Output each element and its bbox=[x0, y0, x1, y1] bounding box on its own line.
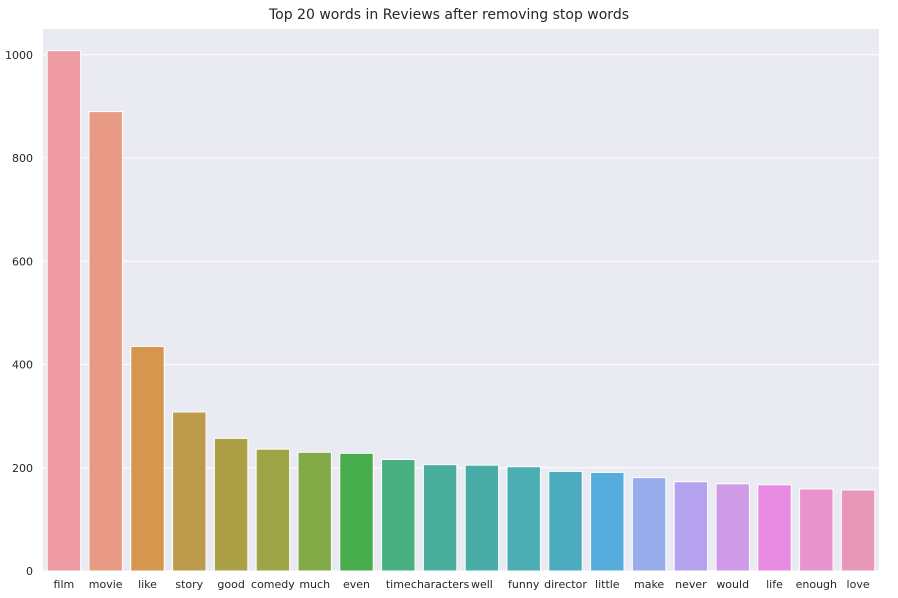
x-tick-label: well bbox=[471, 578, 493, 591]
x-tick-label: film bbox=[54, 578, 75, 591]
y-tick-label: 400 bbox=[12, 359, 33, 372]
bar bbox=[506, 466, 541, 572]
x-tick-label: like bbox=[138, 578, 157, 591]
bar bbox=[172, 411, 207, 572]
x-tick-label: characters bbox=[411, 578, 470, 591]
x-tick-label: good bbox=[217, 578, 244, 591]
bar bbox=[88, 111, 123, 572]
bar bbox=[464, 464, 500, 572]
y-tick-label: 800 bbox=[12, 152, 33, 165]
bar bbox=[715, 483, 750, 572]
x-tick-label: comedy bbox=[251, 578, 295, 591]
bar bbox=[799, 488, 834, 572]
x-tick-label: director bbox=[544, 578, 587, 591]
y-tick-label: 600 bbox=[12, 255, 33, 268]
bar bbox=[213, 437, 249, 572]
x-tick-label: little bbox=[595, 578, 620, 591]
bar bbox=[381, 459, 416, 572]
x-tick-label: funny bbox=[508, 578, 540, 591]
y-tick-label: 0 bbox=[26, 565, 33, 578]
x-tick-label: movie bbox=[89, 578, 123, 591]
bar bbox=[339, 452, 374, 572]
x-tick-label: enough bbox=[796, 578, 837, 591]
x-tick-label: love bbox=[847, 578, 870, 591]
bar bbox=[548, 470, 583, 572]
bar bbox=[46, 50, 82, 572]
bar bbox=[130, 345, 165, 572]
x-tick-label: time bbox=[386, 578, 411, 591]
bar bbox=[673, 481, 709, 572]
y-tick-label: 200 bbox=[12, 462, 33, 475]
x-tick-label: would bbox=[716, 578, 749, 591]
x-tick-label: even bbox=[343, 578, 370, 591]
bar bbox=[840, 489, 876, 572]
y-tick-label: 1000 bbox=[5, 49, 33, 62]
chart-title: Top 20 words in Reviews after removing s… bbox=[268, 7, 629, 23]
bar bbox=[297, 451, 332, 572]
x-tick-label: never bbox=[675, 578, 707, 591]
bar bbox=[631, 477, 667, 572]
x-tick-label: make bbox=[634, 578, 664, 591]
x-tick-label: much bbox=[299, 578, 330, 591]
plot-area bbox=[43, 29, 879, 571]
bar bbox=[590, 471, 625, 572]
x-tick-label: life bbox=[766, 578, 783, 591]
x-tick-label: story bbox=[175, 578, 203, 591]
bar bbox=[255, 448, 291, 572]
bar bbox=[422, 464, 458, 572]
bar bbox=[757, 484, 792, 572]
